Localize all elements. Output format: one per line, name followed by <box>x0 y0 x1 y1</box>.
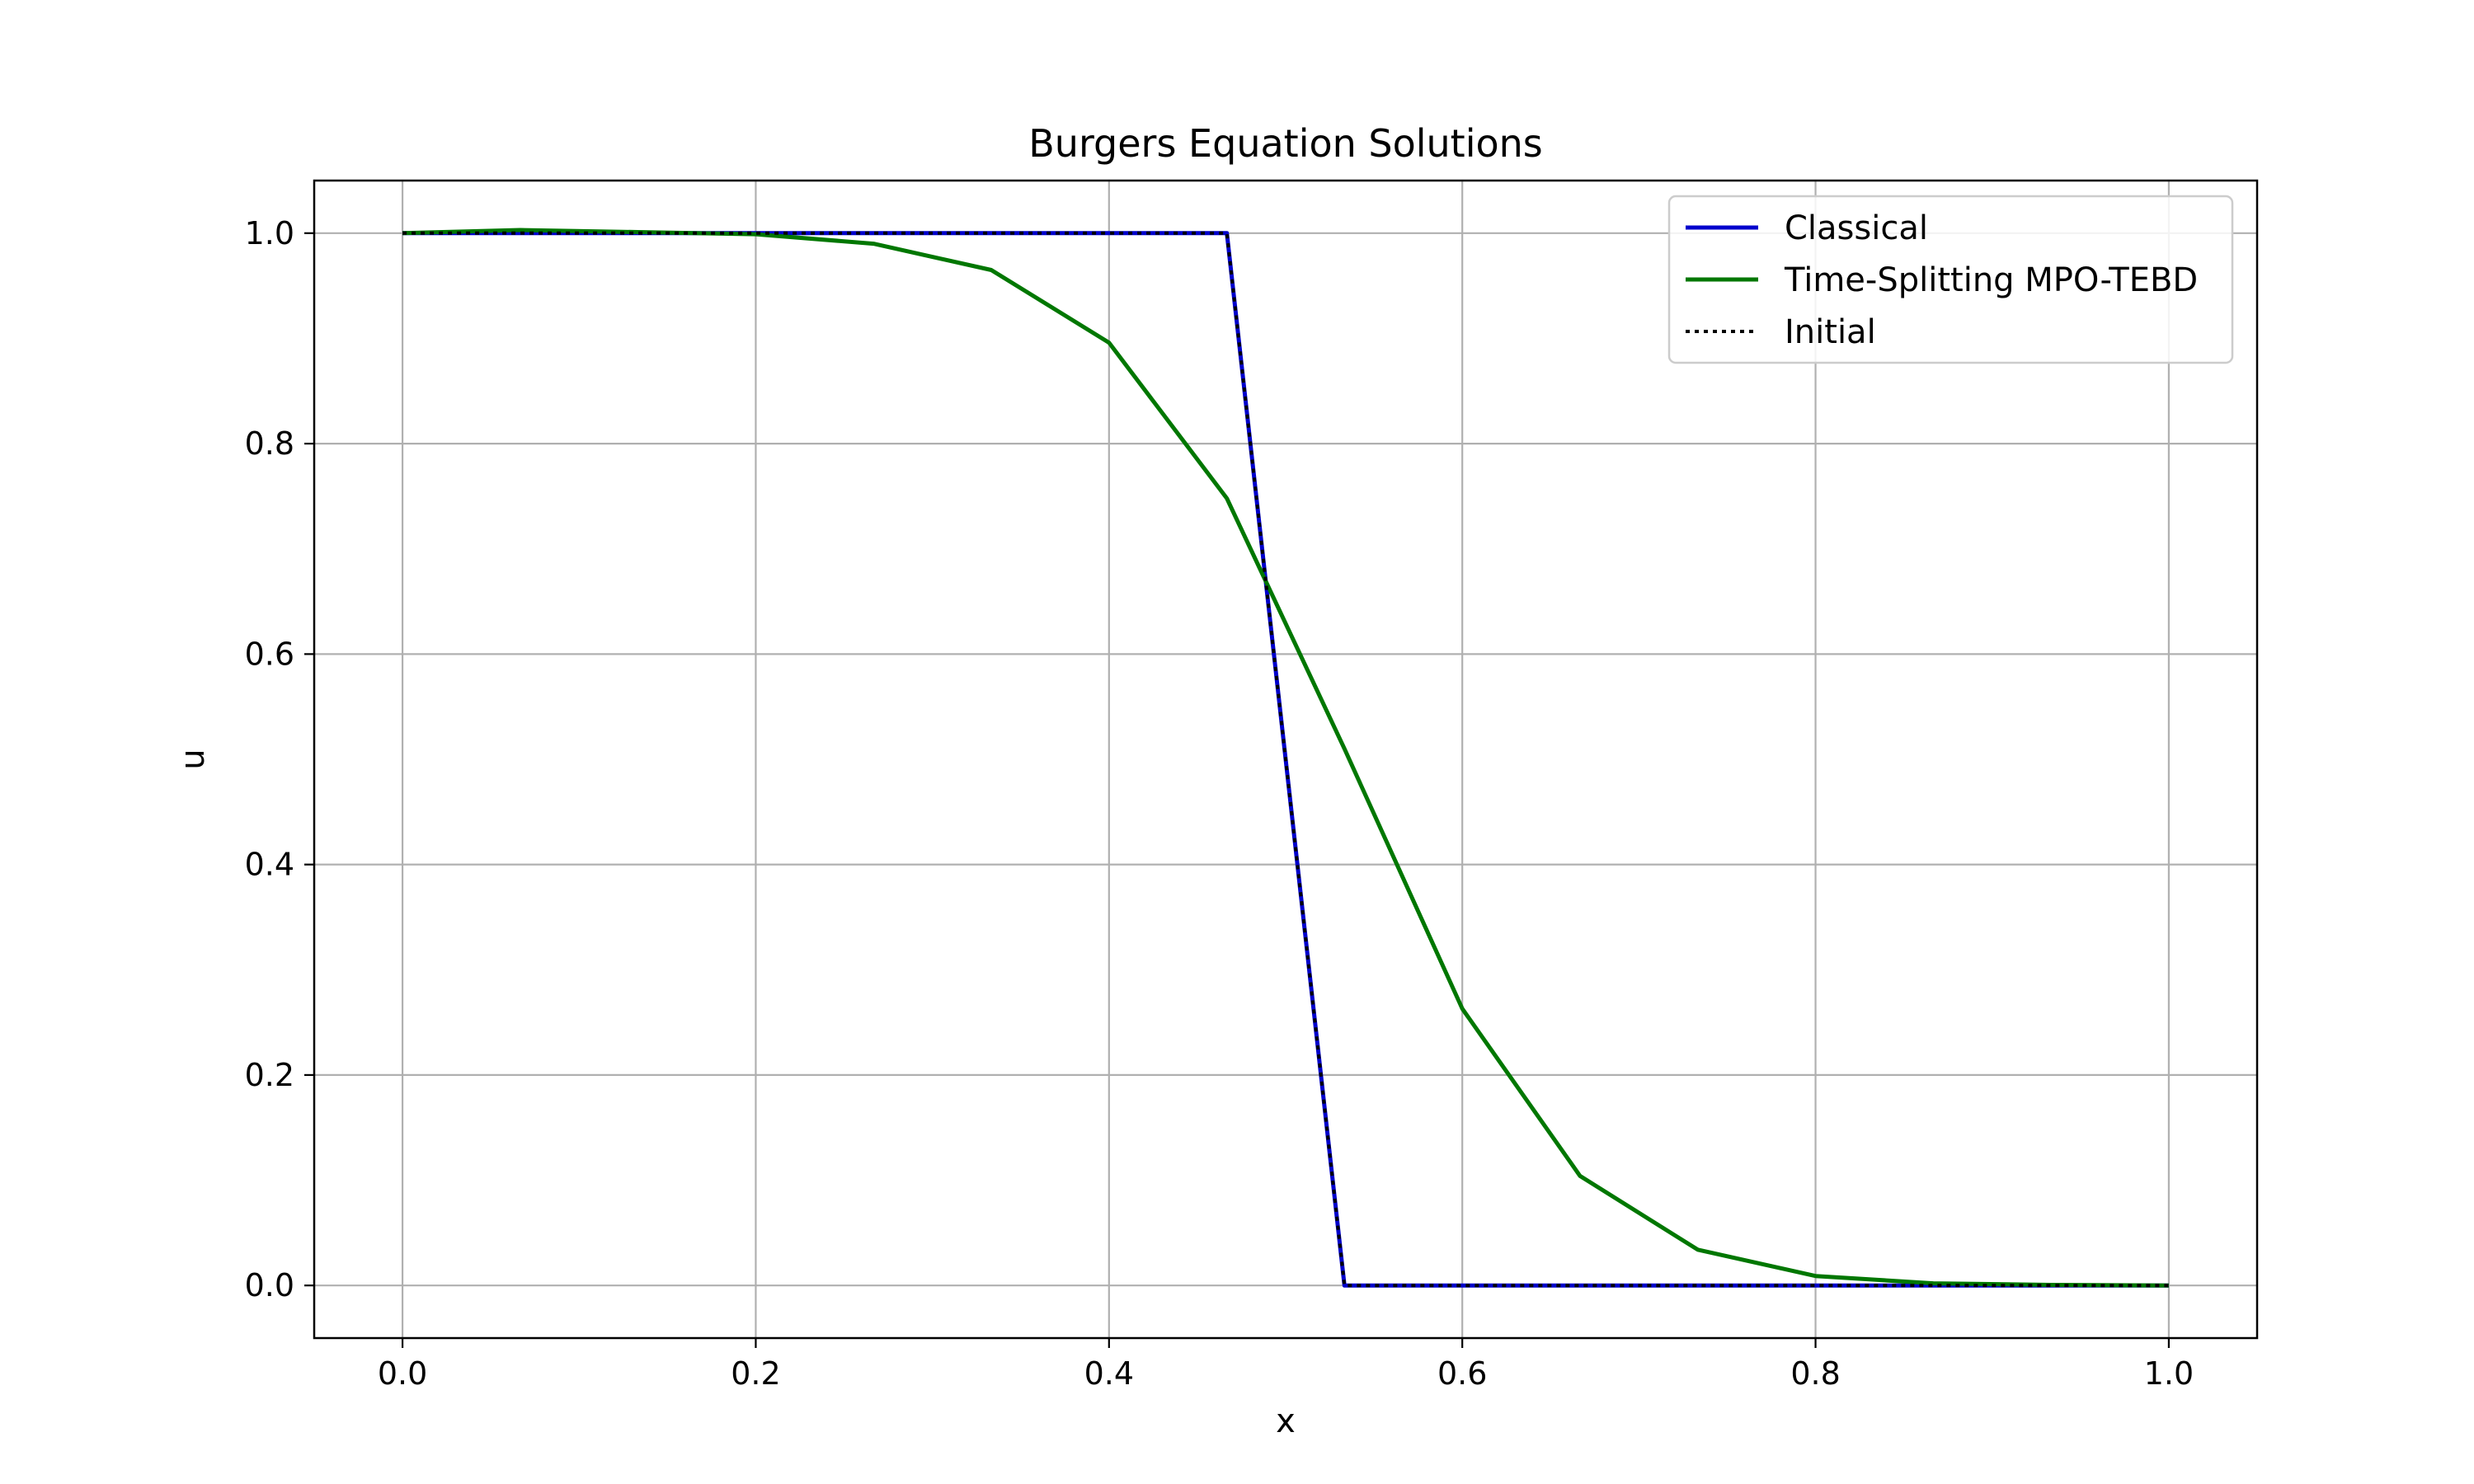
y-tick-label: 0.8 <box>245 425 294 462</box>
y-tick-label: 1.0 <box>245 215 294 251</box>
y-tick-label: 0.6 <box>245 636 294 672</box>
x-axis-label: x <box>1276 1402 1296 1440</box>
legend-box <box>1667 195 2234 364</box>
y-tick-label: 0.4 <box>245 847 294 883</box>
legend: Classical Time-Splitting MPO-TEBD Initial <box>1667 195 2234 364</box>
legend-label-1: Time-Splitting MPO-TEBD <box>1784 261 2198 299</box>
x-tick-label: 0.6 <box>1437 1355 1487 1392</box>
legend-label-0: Classical <box>1785 209 1928 247</box>
x-tick-label: 0.2 <box>731 1355 780 1392</box>
plot-frame <box>313 179 2259 1340</box>
x-tick-label: 0.4 <box>1084 1355 1134 1392</box>
x-tick-label: 0.8 <box>1790 1355 1840 1392</box>
legend-label-2: Initial <box>1785 313 1876 351</box>
x-tick-label: 1.0 <box>2144 1355 2194 1392</box>
y-tick-label: 0.2 <box>245 1057 294 1093</box>
y-axis-label: u <box>174 749 212 769</box>
series-line-2 <box>402 231 2169 1288</box>
x-tick-label: 0.0 <box>378 1355 427 1392</box>
y-tick-label: 0.0 <box>245 1267 294 1303</box>
axis-ticks: 0.0 0.2 0.4 0.6 0.8 1.0 0.0 0.2 0.4 0.6 0.8 1.0 <box>245 215 2194 1392</box>
series-lines <box>402 228 2169 1288</box>
chart-title: Burgers Equation Solutions <box>1028 121 1543 166</box>
